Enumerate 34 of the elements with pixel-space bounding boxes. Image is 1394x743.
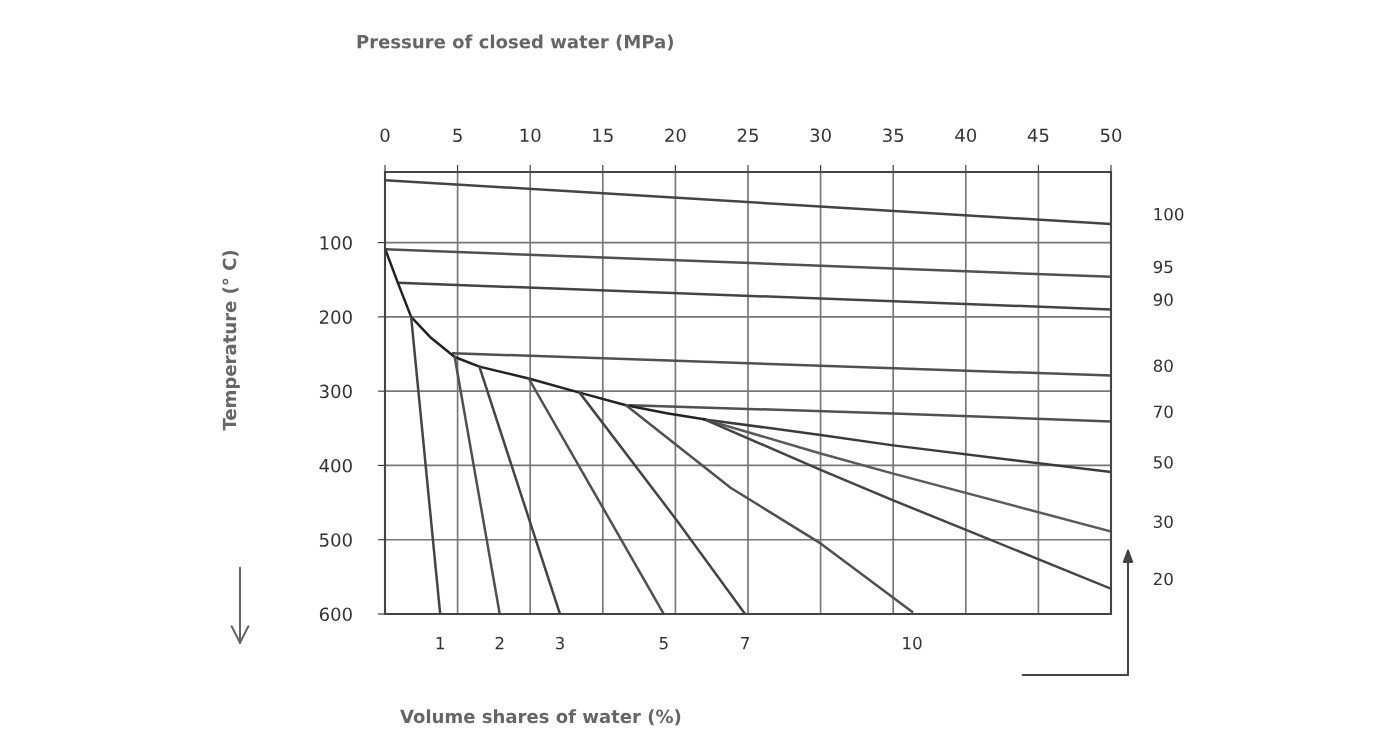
series-label: 2: [495, 636, 504, 650]
y-tick-label: 400: [319, 458, 352, 473]
x-tick-label: 40: [955, 128, 977, 143]
series-label: 3: [555, 636, 564, 650]
x-tick-label: 50: [1100, 128, 1122, 143]
x-tick-label: 20: [665, 128, 686, 143]
x-tick-label: 0: [380, 128, 390, 143]
text: 20: [1153, 572, 1173, 586]
series-label: 5: [659, 637, 668, 650]
x-tick-label: 5: [453, 128, 462, 143]
text: 50: [1153, 456, 1173, 469]
x-tick-label: 10: [520, 128, 541, 143]
y-tick-label: 500: [319, 533, 352, 547]
text: Volume shares of water (%): [400, 709, 681, 726]
x-axis-title: Pressure of closed water (MPa): [357, 34, 673, 51]
y-tick-label: 600: [319, 607, 352, 622]
x-tick-label: 15: [593, 128, 613, 143]
text: 100: [1154, 207, 1184, 221]
x-tick-label: 25: [737, 128, 758, 143]
series-label: 1: [436, 637, 444, 650]
text: 95: [1153, 260, 1173, 274]
x-tick-label: 35: [883, 128, 904, 143]
text: 80: [1153, 359, 1173, 373]
x-tick-label: 30: [810, 128, 831, 143]
series-label: 7: [741, 637, 749, 650]
text: 90: [1153, 293, 1173, 306]
text: 70: [1154, 405, 1173, 419]
y-axis-title: Temperature (° C): [222, 250, 240, 431]
series-label: 10: [903, 636, 922, 650]
text: 30: [1153, 515, 1173, 529]
x-tick-label: 45: [1027, 128, 1049, 143]
y-tick-label: 300: [319, 384, 352, 399]
y-tick-label: 100: [320, 236, 352, 250]
y-tick-label: 200: [319, 310, 352, 324]
